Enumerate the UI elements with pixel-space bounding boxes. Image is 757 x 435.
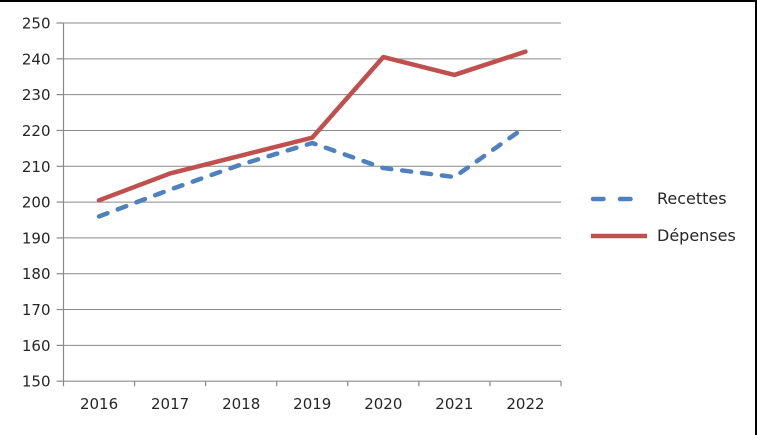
y-tick-label: 180 [22,265,51,283]
legend-label-recettes: Recettes [657,189,727,208]
y-tick-label: 210 [22,158,51,176]
x-tick-label: 2022 [506,395,544,413]
y-tick-label: 230 [22,86,51,104]
x-tick-label: 2017 [151,395,189,413]
legend-item-recettes: Recettes [590,188,736,210]
x-tick-label: 2021 [435,395,473,413]
series-line-recettes [96,124,528,219]
recettes-dashed-line-swatch [590,196,637,202]
chart-legend: Recettes Dépenses [590,188,736,247]
x-tick-label: 2018 [222,395,260,413]
chart-border-top [0,0,757,2]
y-tick-label: 250 [22,15,51,33]
y-tick-label: 150 [22,373,51,391]
y-tick-label: 190 [22,229,51,247]
y-tick-label: 240 [22,50,51,68]
legend-label-depenses: Dépenses [657,226,736,245]
x-tick-label: 2019 [293,395,331,413]
series-line-depenses [96,49,528,203]
depenses-solid-line-swatch [591,233,647,239]
x-tick-label: 2020 [364,395,402,413]
y-tick-label: 170 [22,301,51,319]
gridlines [63,22,561,346]
y-tick-label: 220 [22,122,51,140]
axes [56,22,562,387]
y-tick-label: 160 [22,337,51,355]
x-tick-label: 2016 [80,395,118,413]
legend-item-depenses: Dépenses [590,225,736,247]
chart-border-right [755,0,757,435]
y-tick-label: 200 [22,194,51,212]
